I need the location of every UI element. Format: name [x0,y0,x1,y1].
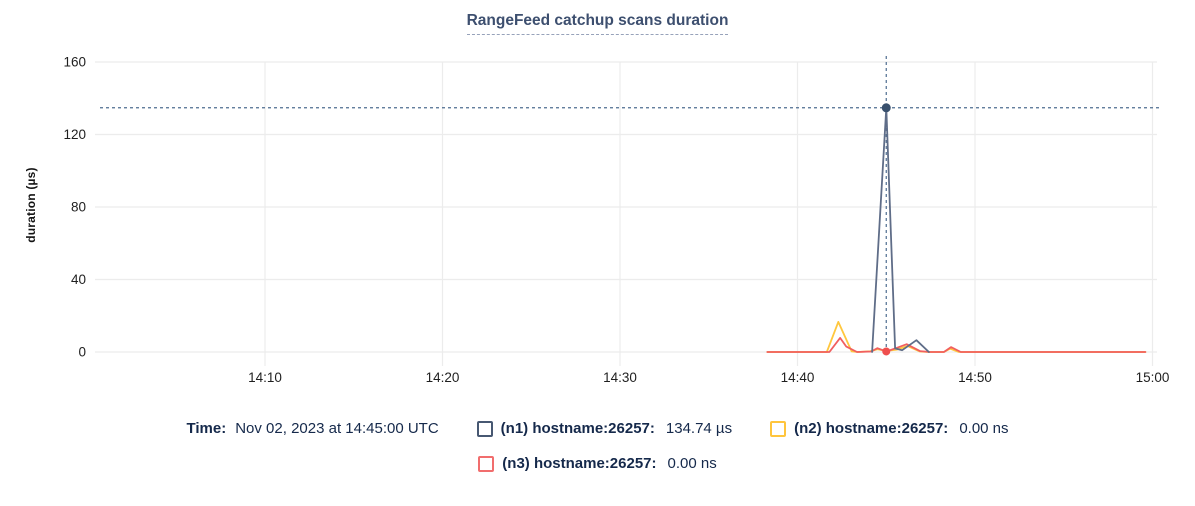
x-tick-label: 14:40 [781,370,815,385]
legend-value-n1: 134.74 µs [665,420,733,437]
legend-value-n3: 0.00 ns [667,455,717,472]
legend-value-n2: 0.00 ns [959,420,1009,437]
legend-item-n3: (n3) hostname:26257: 0.00 ns [478,453,717,475]
x-tick-label: 14:10 [248,370,282,385]
plot-area[interactable]: 0 40 80 120 160 14:10 14:20 14:30 14:40 14:50 15:0… [0,0,1195,400]
legend-time-value: Nov 02, 2023 at 14:45:00 UTC [235,420,439,437]
series-line-n2 [766,320,1147,353]
x-tick-label: 15:00 [1136,370,1170,385]
legend-item-n1: (n1) hostname:26257: 134.74 µs [476,418,733,440]
series-swatch-n2 [770,421,787,437]
legend-item-n2: (n2) hostname:26257: 0.00 ns [770,418,1009,440]
legend-label-n2: (n2) hostname:26257: [794,420,949,437]
legend-time-label: Time: [186,420,227,437]
series-swatch-n1 [476,421,493,437]
y-tick-label: 40 [71,272,86,287]
chart-header: RangeFeed catchup scans duration [0,12,1195,35]
series-swatch-n3 [478,456,495,472]
series-line-n3 [766,336,1147,353]
series-line-n1 [871,106,930,353]
x-tick-label: 14:30 [603,370,637,385]
legend-row-2: (n3) hostname:26257: 0.00 ns [478,453,717,475]
hover-dot-1 [882,347,891,356]
legend-row-1: Time: Nov 02, 2023 at 14:45:00 UTC (n1) … [186,418,1009,440]
hover-dot-0 [881,103,891,113]
y-tick-label: 0 [78,345,86,360]
x-tick-label: 14:50 [958,370,992,385]
legend-label-n1: (n1) hostname:26257: [500,420,655,437]
x-tick-label: 14:20 [426,370,460,385]
y-tick-label: 120 [63,127,86,142]
chart-title: RangeFeed catchup scans duration [466,12,729,35]
legend-time: Time: Nov 02, 2023 at 14:45:00 UTC [186,418,438,440]
legend: Time: Nov 02, 2023 at 14:45:00 UTC (n1) … [0,418,1195,475]
y-tick-label: 80 [71,200,86,215]
legend-label-n3: (n3) hostname:26257: [502,455,657,472]
y-tick-label: 160 [63,55,86,70]
